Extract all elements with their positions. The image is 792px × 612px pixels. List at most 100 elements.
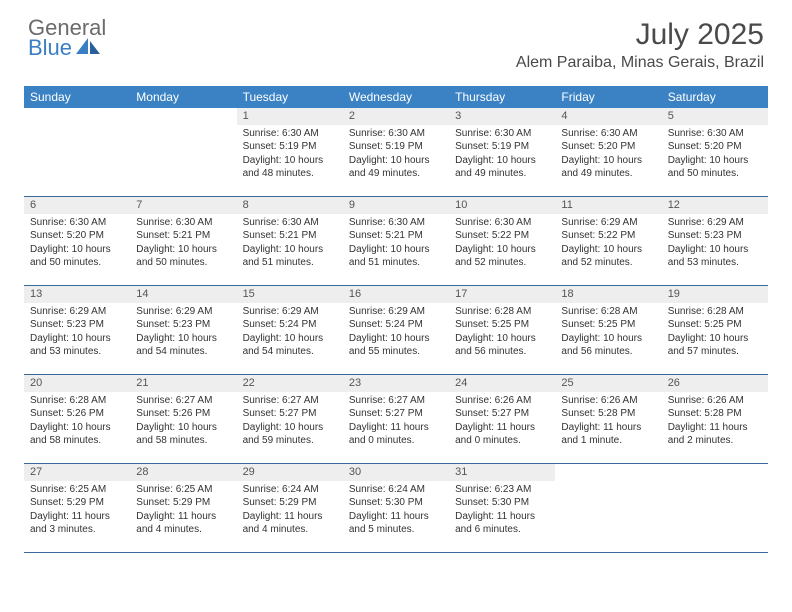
sunrise-line: Sunrise: 6:29 AM bbox=[668, 216, 762, 230]
day-cell: 15 Sunrise: 6:29 AMSunset: 5:24 PMDayligh… bbox=[237, 286, 343, 374]
day-body: Sunrise: 6:28 AMSunset: 5:25 PMDaylight:… bbox=[449, 303, 555, 363]
sunrise-line: Sunrise: 6:27 AM bbox=[136, 394, 230, 408]
sunrise-line: Sunrise: 6:29 AM bbox=[243, 305, 337, 319]
sunset-line: Sunset: 5:25 PM bbox=[455, 318, 549, 332]
day-cell: 12Sunrise: 6:29 AMSunset: 5:23 PMDayligh… bbox=[662, 197, 768, 285]
day-body: Sunrise: 6:29 AMSunset: 5:24 PMDaylight:… bbox=[343, 303, 449, 363]
sunrise-line: Sunrise: 6:30 AM bbox=[243, 127, 337, 141]
day-cell: 7Sunrise: 6:30 AMSunset: 5:21 PMDaylight… bbox=[130, 197, 236, 285]
sunset-line: Sunset: 5:29 PM bbox=[136, 496, 230, 510]
dow-cell: Tuesday bbox=[237, 86, 343, 108]
day-body: Sunrise: 6:24 AMSunset: 5:29 PMDaylight:… bbox=[237, 481, 343, 541]
week-row: 27Sunrise: 6:25 AMSunset: 5:29 PMDayligh… bbox=[24, 464, 768, 553]
day-body: Sunrise: 6:25 AMSunset: 5:29 PMDaylight:… bbox=[24, 481, 130, 541]
day-cell: 23 Sunrise: 6:27 AMSunset: 5:27 PMDayligh… bbox=[343, 375, 449, 463]
sunset-line: Sunset: 5:25 PM bbox=[561, 318, 655, 332]
dow-cell: Sunday bbox=[24, 86, 130, 108]
day-number: 17 bbox=[449, 286, 555, 303]
day-number: 16 bbox=[343, 286, 449, 303]
sunrise-line: Sunrise: 6:25 AM bbox=[30, 483, 124, 497]
week-row: 13Sunrise: 6:29 AMSunset: 5:23 PMDayligh… bbox=[24, 286, 768, 375]
day-cell: 19Sunrise: 6:28 AMSunset: 5:25 PMDayligh… bbox=[662, 286, 768, 374]
day-number: 2 bbox=[343, 108, 449, 125]
day-number: 28 bbox=[130, 464, 236, 481]
day-number: 15 bbox=[237, 286, 343, 303]
daylight-line: Daylight: 10 hours and 55 minutes. bbox=[349, 332, 443, 359]
daylight-line: Daylight: 10 hours and 53 minutes. bbox=[668, 243, 762, 270]
sunset-line: Sunset: 5:22 PM bbox=[561, 229, 655, 243]
day-body: Sunrise: 6:24 AMSunset: 5:30 PMDaylight:… bbox=[343, 481, 449, 541]
daylight-line: Daylight: 10 hours and 48 minutes. bbox=[243, 154, 337, 181]
daylight-line: Daylight: 10 hours and 49 minutes. bbox=[561, 154, 655, 181]
week-row: 20Sunrise: 6:28 AMSunset: 5:26 PMDayligh… bbox=[24, 375, 768, 464]
day-body: Sunrise: 6:29 AMSunset: 5:23 PMDaylight:… bbox=[130, 303, 236, 363]
day-body: Sunrise: 6:28 AMSunset: 5:25 PMDaylight:… bbox=[555, 303, 661, 363]
day-cell: 1Sunrise: 6:30 AMSunset: 5:19 PMDaylight… bbox=[237, 108, 343, 196]
sunset-line: Sunset: 5:21 PM bbox=[349, 229, 443, 243]
header: General Blue July 2025 Alem Paraiba, Min… bbox=[0, 0, 792, 78]
day-number: 14 bbox=[130, 286, 236, 303]
sunset-line: Sunset: 5:27 PM bbox=[349, 407, 443, 421]
day-cell: 16Sunrise: 6:29 AMSunset: 5:24 PMDayligh… bbox=[343, 286, 449, 374]
day-number: 13 bbox=[24, 286, 130, 303]
sunrise-line: Sunrise: 6:23 AM bbox=[455, 483, 549, 497]
sunset-line: Sunset: 5:20 PM bbox=[668, 140, 762, 154]
day-number: 29 bbox=[237, 464, 343, 481]
dow-cell: Monday bbox=[130, 86, 236, 108]
day-body: Sunrise: 6:26 AMSunset: 5:27 PMDaylight:… bbox=[449, 392, 555, 452]
sunrise-line: Sunrise: 6:27 AM bbox=[349, 394, 443, 408]
day-number: 18 bbox=[555, 286, 661, 303]
calendar: SundayMondayTuesdayWednesdayThursdayFrid… bbox=[24, 86, 768, 553]
day-number: 23 bbox=[343, 375, 449, 392]
sunset-line: Sunset: 5:26 PM bbox=[136, 407, 230, 421]
sunrise-line: Sunrise: 6:29 AM bbox=[561, 216, 655, 230]
sunset-line: Sunset: 5:20 PM bbox=[30, 229, 124, 243]
day-number: 25 bbox=[555, 375, 661, 392]
day-cell: 3Sunrise: 6:30 AMSunset: 5:19 PMDaylight… bbox=[449, 108, 555, 196]
day-cell: 6Sunrise: 6:30 AMSunset: 5:20 PMDaylight… bbox=[24, 197, 130, 285]
dow-cell: Thursday bbox=[449, 86, 555, 108]
day-cell: 30Sunrise: 6:24 AMSunset: 5:30 PMDayligh… bbox=[343, 464, 449, 552]
day-cell: 17Sunrise: 6:28 AMSunset: 5:25 PMDayligh… bbox=[449, 286, 555, 374]
day-body: Sunrise: 6:27 AMSunset: 5:27 PMDaylight:… bbox=[237, 392, 343, 452]
daylight-line: Daylight: 10 hours and 49 minutes. bbox=[455, 154, 549, 181]
sunset-line: Sunset: 5:19 PM bbox=[243, 140, 337, 154]
day-cell: 31Sunrise: 6:23 AMSunset: 5:30 PMDayligh… bbox=[449, 464, 555, 552]
sunset-line: Sunset: 5:23 PM bbox=[136, 318, 230, 332]
sunrise-line: Sunrise: 6:30 AM bbox=[349, 216, 443, 230]
daylight-line: Daylight: 11 hours and 2 minutes. bbox=[668, 421, 762, 448]
day-number: 31 bbox=[449, 464, 555, 481]
daylight-line: Daylight: 10 hours and 54 minutes. bbox=[136, 332, 230, 359]
sunset-line: Sunset: 5:21 PM bbox=[136, 229, 230, 243]
daylight-line: Daylight: 10 hours and 59 minutes. bbox=[243, 421, 337, 448]
sunset-line: Sunset: 5:27 PM bbox=[455, 407, 549, 421]
day-cell: 5Sunrise: 6:30 AMSunset: 5:20 PMDaylight… bbox=[662, 108, 768, 196]
day-number: 8 bbox=[237, 197, 343, 214]
daylight-line: Daylight: 11 hours and 0 minutes. bbox=[349, 421, 443, 448]
day-cell: . bbox=[662, 464, 768, 552]
day-cell: 22Sunrise: 6:27 AMSunset: 5:27 PMDayligh… bbox=[237, 375, 343, 463]
day-body: Sunrise: 6:30 AMSunset: 5:21 PMDaylight:… bbox=[343, 214, 449, 274]
day-cell: 20Sunrise: 6:28 AMSunset: 5:26 PMDayligh… bbox=[24, 375, 130, 463]
day-body: Sunrise: 6:26 AMSunset: 5:28 PMDaylight:… bbox=[662, 392, 768, 452]
daylight-line: Daylight: 10 hours and 51 minutes. bbox=[243, 243, 337, 270]
day-body bbox=[130, 125, 236, 131]
sunrise-line: Sunrise: 6:30 AM bbox=[30, 216, 124, 230]
sunset-line: Sunset: 5:24 PM bbox=[243, 318, 337, 332]
daylight-line: Daylight: 10 hours and 58 minutes. bbox=[136, 421, 230, 448]
week-row: 6Sunrise: 6:30 AMSunset: 5:20 PMDaylight… bbox=[24, 197, 768, 286]
sunrise-line: Sunrise: 6:28 AM bbox=[668, 305, 762, 319]
sunrise-line: Sunrise: 6:30 AM bbox=[455, 127, 549, 141]
sunrise-line: Sunrise: 6:24 AM bbox=[349, 483, 443, 497]
day-cell: 14Sunrise: 6:29 AMSunset: 5:23 PMDayligh… bbox=[130, 286, 236, 374]
sunset-line: Sunset: 5:19 PM bbox=[349, 140, 443, 154]
sunset-line: Sunset: 5:23 PM bbox=[668, 229, 762, 243]
daylight-line: Daylight: 10 hours and 52 minutes. bbox=[455, 243, 549, 270]
sunrise-line: Sunrise: 6:28 AM bbox=[455, 305, 549, 319]
logo-text-block: General Blue bbox=[28, 18, 106, 61]
day-cell: 25Sunrise: 6:26 AMSunset: 5:28 PMDayligh… bbox=[555, 375, 661, 463]
dow-row: SundayMondayTuesdayWednesdayThursdayFrid… bbox=[24, 86, 768, 108]
daylight-line: Daylight: 10 hours and 49 minutes. bbox=[349, 154, 443, 181]
sunrise-line: Sunrise: 6:28 AM bbox=[30, 394, 124, 408]
daylight-line: Daylight: 10 hours and 54 minutes. bbox=[243, 332, 337, 359]
